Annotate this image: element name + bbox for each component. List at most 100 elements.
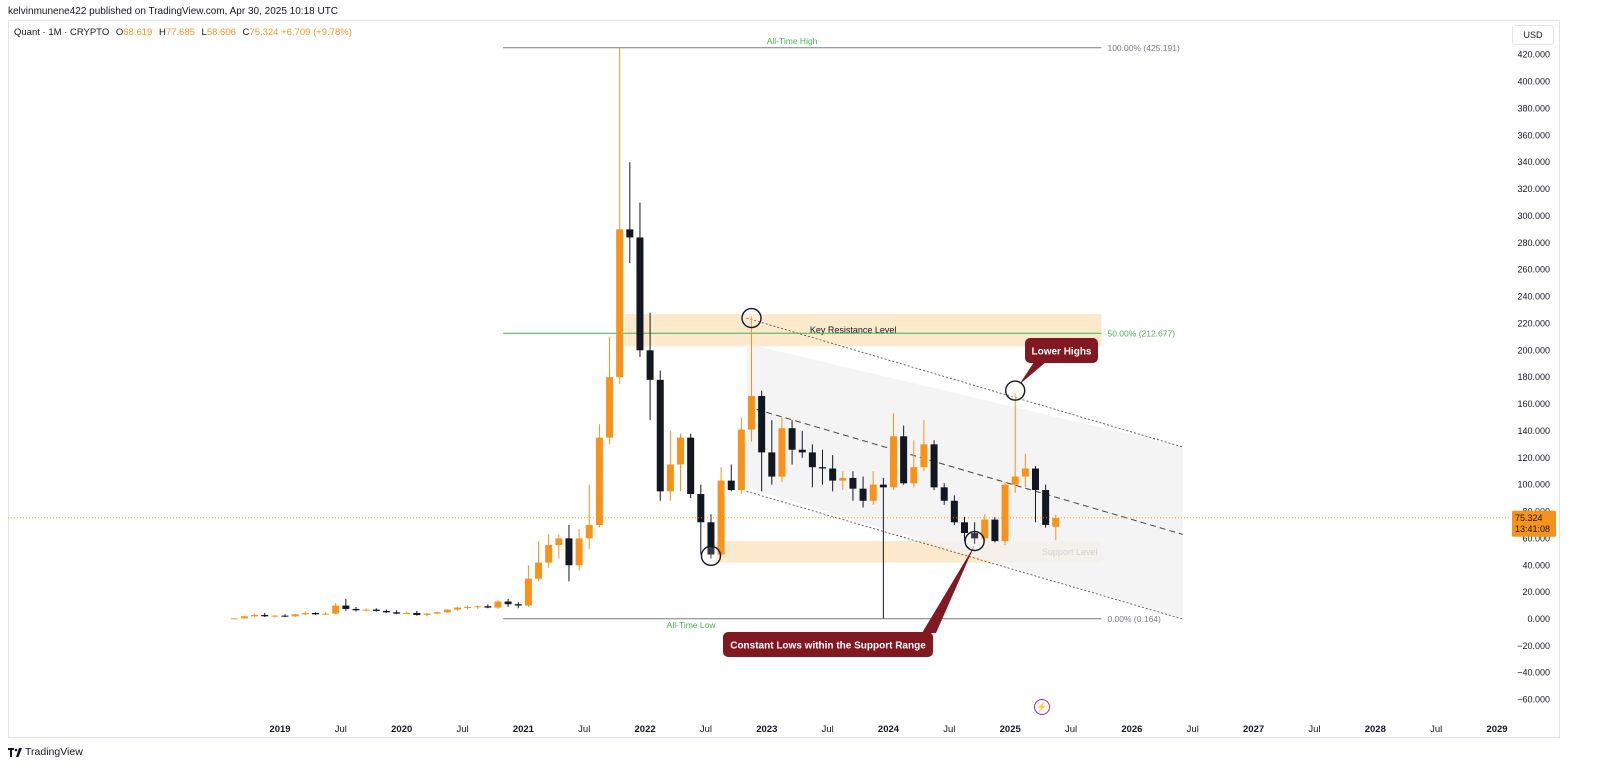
y-tick-label: 0.000 bbox=[1527, 614, 1550, 624]
lower-highs-pointer bbox=[1019, 362, 1046, 385]
candle-body bbox=[616, 229, 624, 378]
candle-body bbox=[971, 533, 979, 539]
y-tick-label: 240.000 bbox=[1517, 292, 1550, 302]
candle-body bbox=[900, 436, 908, 484]
tv-logo-text: TradingView bbox=[25, 746, 83, 758]
candle-body bbox=[930, 444, 938, 488]
candle-body bbox=[981, 519, 989, 539]
x-tick-label: 2023 bbox=[756, 724, 777, 735]
y-tick-label: 280.000 bbox=[1517, 238, 1550, 248]
x-tick-label: 2021 bbox=[513, 724, 535, 735]
candle-body bbox=[504, 601, 512, 605]
x-tick-label: Jul bbox=[1308, 724, 1320, 735]
change-value: +6.709 (+9.78%) bbox=[281, 27, 352, 38]
x-tick-label: 2027 bbox=[1243, 724, 1264, 735]
candle-body bbox=[352, 608, 360, 611]
candle-body bbox=[748, 395, 756, 430]
lightning-icon[interactable]: ⚡ bbox=[1034, 699, 1050, 715]
candle-body bbox=[372, 609, 380, 611]
ath-label: All-Time High bbox=[767, 36, 818, 46]
candle-body bbox=[636, 237, 644, 351]
candle-body bbox=[494, 601, 502, 608]
candle-body bbox=[1001, 484, 1009, 542]
candle-body bbox=[677, 437, 685, 465]
y-tick-label: 420.000 bbox=[1517, 50, 1550, 60]
candle-body bbox=[291, 614, 299, 617]
candle-body bbox=[565, 538, 573, 566]
y-tick-label: −60.000 bbox=[1517, 695, 1550, 705]
symbol-legend: Quant · 1M · CRYPTO O68.619 H77.685 L58.… bbox=[14, 27, 352, 38]
candle-body bbox=[535, 562, 543, 579]
candle-body bbox=[382, 610, 390, 613]
candle-body bbox=[362, 609, 370, 611]
currency-button[interactable]: USD bbox=[1512, 25, 1554, 45]
x-tick-label: Jul bbox=[335, 724, 347, 735]
candle-body bbox=[230, 618, 238, 620]
candle-body bbox=[1011, 476, 1019, 485]
marker-circle-3 bbox=[964, 530, 985, 552]
candle-body bbox=[727, 480, 735, 491]
candle-body bbox=[595, 437, 603, 525]
channel-middle-line bbox=[756, 408, 1183, 535]
open-value: 68.619 bbox=[123, 27, 153, 38]
resistance-zone-label: Key Resistance Level bbox=[810, 325, 897, 335]
x-tick-label: 2022 bbox=[635, 724, 656, 735]
candle-body bbox=[453, 607, 461, 610]
candle-body bbox=[666, 464, 674, 492]
axes-layer: 420.000 400.000 380.000 360.000 340.000 320.0… bbox=[8, 50, 1556, 735]
y-tick-label: −20.000 bbox=[1517, 641, 1550, 651]
lower-highs-box bbox=[1025, 338, 1098, 363]
candle-body bbox=[240, 616, 248, 619]
candle-body bbox=[656, 379, 664, 492]
candle-body bbox=[869, 484, 877, 501]
low-value: 58.606 bbox=[206, 27, 236, 38]
candle-body bbox=[788, 428, 796, 450]
candle-body bbox=[626, 229, 634, 238]
candle-body bbox=[514, 604, 522, 606]
open-label: O bbox=[115, 27, 124, 38]
candle-body bbox=[819, 467, 827, 469]
x-tick-label: Jul bbox=[1187, 724, 1199, 735]
markers-layer bbox=[700, 307, 1026, 567]
candle-body bbox=[322, 613, 330, 615]
y-tick-label: 300.000 bbox=[1517, 211, 1550, 221]
candle-body bbox=[545, 545, 553, 563]
candle-body bbox=[829, 468, 837, 481]
y-tick-label: 340.000 bbox=[1517, 157, 1550, 167]
candle-body bbox=[423, 613, 431, 615]
y-tick-label: 380.000 bbox=[1517, 103, 1550, 113]
marker-circle-2 bbox=[1005, 380, 1026, 401]
y-tick-label: 180.000 bbox=[1517, 372, 1550, 382]
candle-body bbox=[433, 612, 441, 614]
x-tick-label: Jul bbox=[700, 724, 712, 735]
candle-body bbox=[393, 612, 401, 614]
candle-body bbox=[940, 487, 948, 501]
candle-body bbox=[555, 538, 563, 546]
candle-body bbox=[717, 480, 725, 555]
candle-body bbox=[859, 488, 867, 501]
fib-label-2: 0.00% (0.164) bbox=[1107, 614, 1161, 624]
candle-body bbox=[950, 500, 958, 523]
candle-body bbox=[960, 522, 968, 534]
fib-label-0: 100.00% (425.191) bbox=[1107, 43, 1179, 53]
tradingview-logo[interactable]: TradingView bbox=[8, 746, 83, 758]
chart-frame[interactable] bbox=[8, 20, 1560, 738]
high-label: H bbox=[158, 27, 166, 38]
candle-body bbox=[484, 606, 492, 608]
candle-body bbox=[1042, 490, 1050, 525]
y-tick-label: 20.000 bbox=[1522, 587, 1550, 597]
publisher-line: kelvinmunene422 published on TradingView… bbox=[8, 6, 339, 17]
y-tick-label: 200.000 bbox=[1517, 345, 1550, 355]
candle-body bbox=[697, 494, 705, 523]
y-tick-label: 160.000 bbox=[1517, 399, 1550, 409]
y-tick-label: 40.000 bbox=[1522, 560, 1550, 570]
candle-body bbox=[808, 452, 816, 468]
candle-body bbox=[879, 484, 887, 488]
candle-body bbox=[251, 614, 259, 617]
tv-logo-icon bbox=[8, 747, 22, 757]
candles-layer bbox=[230, 48, 1060, 620]
candle-body bbox=[606, 377, 614, 438]
marker-circle-1 bbox=[700, 545, 722, 567]
fib-label-1: 50.00% (212.677) bbox=[1107, 328, 1175, 338]
